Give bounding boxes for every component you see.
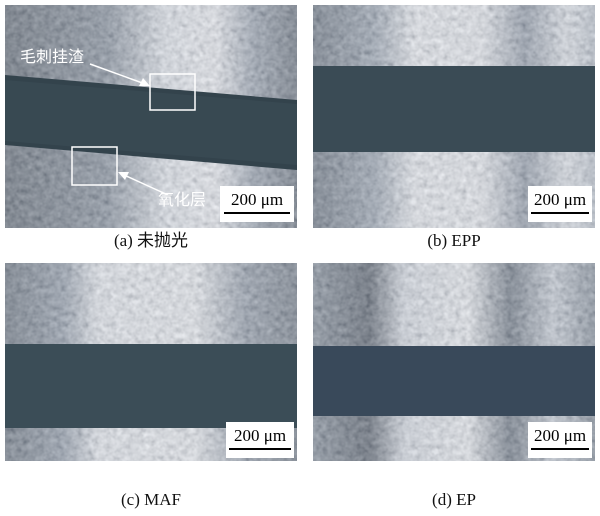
panel-c: 200 μm (c) MAF <box>5 263 297 509</box>
scale-bar-label: 200 μm <box>534 190 586 209</box>
caption: (d) EP <box>432 490 476 509</box>
caption: (a) 未抛光 <box>114 231 188 250</box>
panel-b: 200 μm (b) EPP <box>313 5 595 250</box>
panel-a: 毛刺挂渣 氧化层 200 μm (a) 未抛光 <box>5 5 297 250</box>
panel-d: 200 μm (d) EP <box>313 263 595 509</box>
scale-bar-label: 200 μm <box>234 426 286 445</box>
caption: (b) EPP <box>427 231 480 250</box>
scale-bar-label: 200 μm <box>534 426 586 445</box>
figure: 毛刺挂渣 氧化层 200 μm (a) 未抛光 200 μm (b) EPP 2… <box>0 0 600 516</box>
annotation: 氧化层 <box>158 190 206 209</box>
scale-bar-label: 200 μm <box>231 190 283 209</box>
annotation: 毛刺挂渣 <box>20 47 84 66</box>
caption: (c) MAF <box>121 490 181 509</box>
